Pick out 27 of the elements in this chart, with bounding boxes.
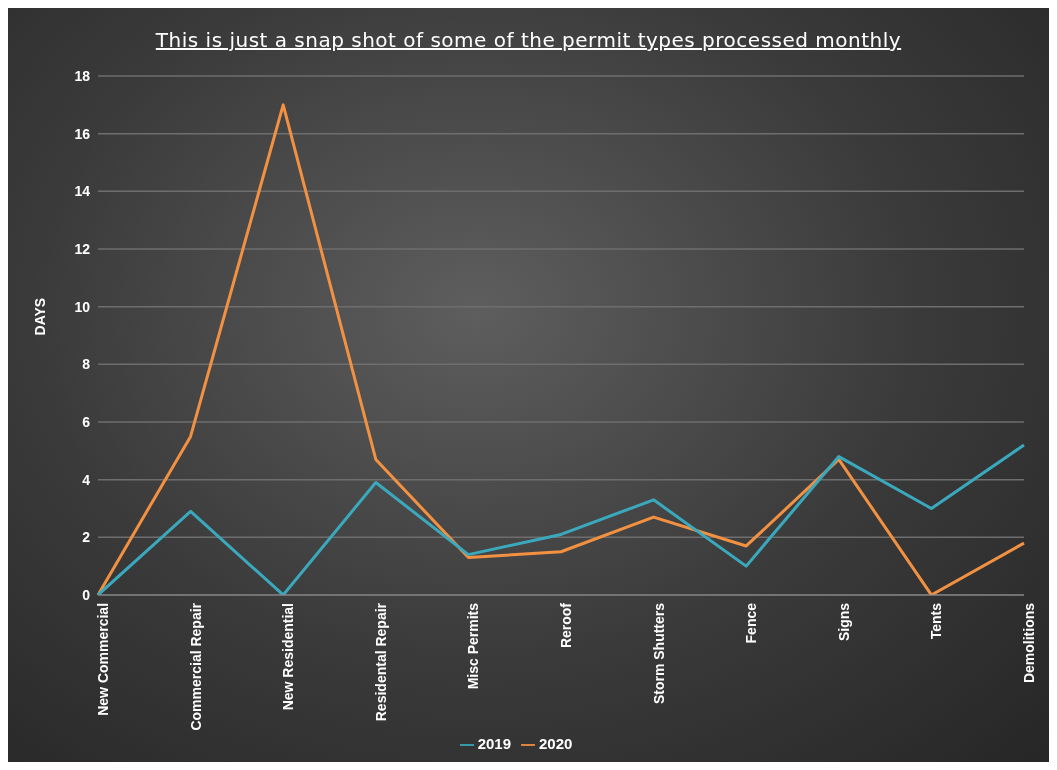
x-tick-label: Residental Repair — [372, 602, 389, 722]
x-tick-label: Demolitions — [1020, 602, 1037, 684]
chart-title: This is just a snap shot of some of the permit types processed monthly — [154, 27, 903, 54]
y-tick-label: 18 — [74, 67, 91, 84]
y-tick-label: 4 — [82, 471, 91, 488]
y-tick-label: 6 — [82, 413, 91, 430]
x-tick-label: New Commercial — [94, 602, 111, 716]
y-tick-label: 10 — [74, 298, 91, 315]
x-tick-label: Signs — [835, 602, 852, 642]
x-tick-label: Commercial Repair — [187, 602, 204, 731]
y-tick-label: 16 — [74, 125, 91, 142]
legend-label: 2019 — [477, 734, 511, 752]
x-tick-label: Reroof — [557, 602, 574, 649]
y-tick-label: 14 — [74, 183, 91, 200]
y-tick-label: 0 — [82, 586, 91, 603]
x-tick-label: Fence — [743, 602, 760, 644]
y-tick-label: 2 — [82, 529, 91, 546]
y-tick-label: 8 — [82, 356, 91, 373]
line-series — [96, 103, 1026, 595]
y-tick-label: 12 — [74, 240, 91, 257]
x-tick-label: Storm Shutters — [650, 602, 667, 705]
line-series — [96, 443, 1026, 595]
x-tick-label: Tents — [928, 602, 945, 640]
x-tick-label: New Residential — [280, 602, 297, 711]
legend-label: 2020 — [539, 734, 573, 752]
x-tick-label: Misc Permits — [465, 602, 482, 690]
y-axis-title: DAYS — [31, 297, 48, 336]
